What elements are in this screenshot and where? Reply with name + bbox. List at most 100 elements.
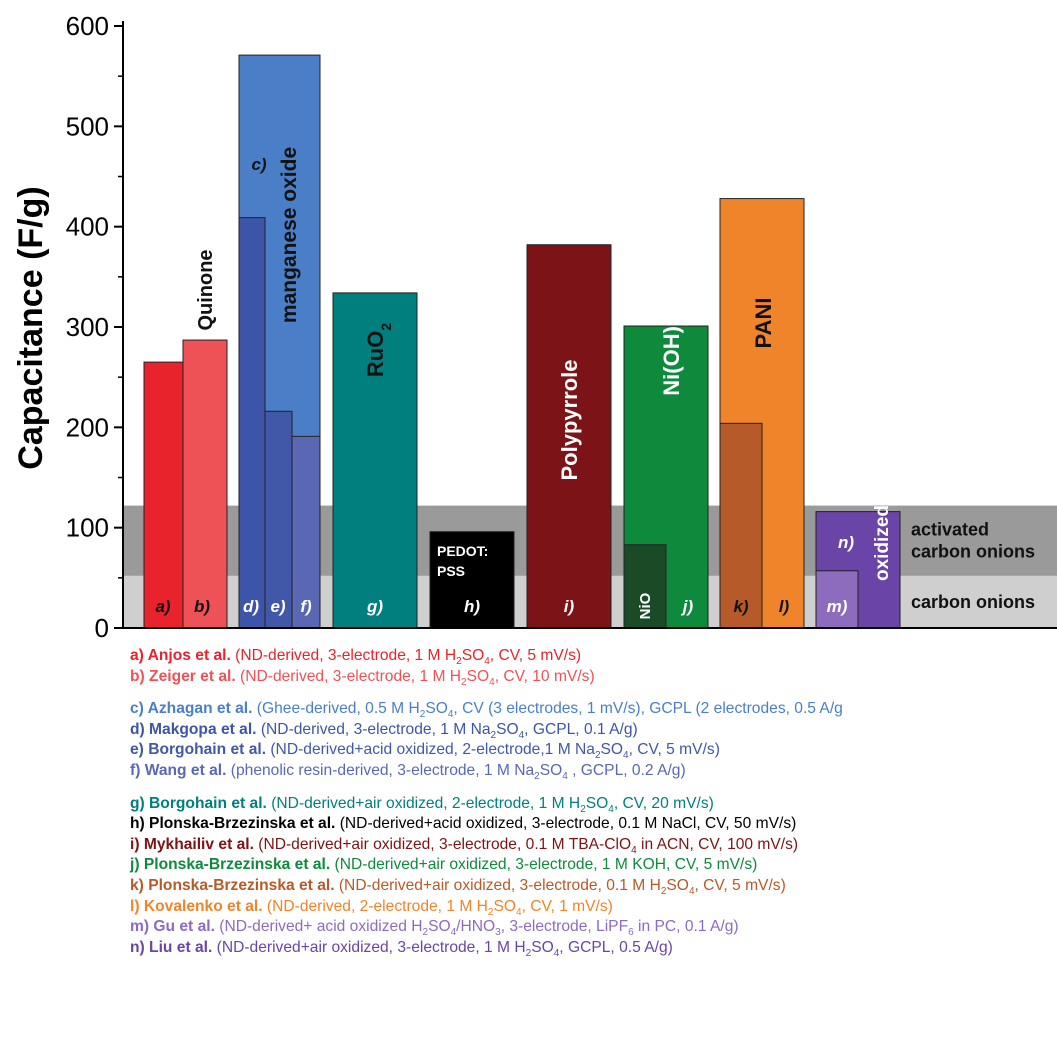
legend-text: 2 <box>594 750 601 762</box>
legend-entry: e) Borgohain et al. (ND-derived+acid oxi… <box>130 740 1055 761</box>
legend-text: SO <box>539 761 563 779</box>
legend-text: 4 <box>562 771 568 783</box>
group-name-1: manganese oxide <box>278 147 301 323</box>
legend-text: 4 <box>484 656 490 668</box>
legend-text: (ND-derived+air oxidized, 2-electrode, 1… <box>266 794 581 812</box>
legend-entry: g) Borgohain et al. (ND-derived+air oxid… <box>130 794 1055 815</box>
bar-nio <box>623 544 667 629</box>
legend-text: SO <box>466 667 490 685</box>
y-axis-label: Capacitance (F/g) <box>12 186 50 469</box>
group-name-3-0: PEDOT: <box>437 543 488 559</box>
legend-text: 2 <box>490 729 497 741</box>
legend-text: 4 <box>631 844 637 856</box>
legend-key: m) Gu et al. <box>130 918 215 936</box>
band-label: carbon onions <box>911 542 1035 562</box>
bar-label-e: e) <box>270 597 285 616</box>
legend-text: , GCPL, 0.5 A/g) <box>559 938 673 956</box>
legend-text: 2 <box>660 886 667 898</box>
bar-label-n: n) <box>838 533 854 552</box>
legend-text: 2 <box>580 803 586 815</box>
y-tick-label: 300 <box>66 312 109 342</box>
band-label: carbon onions <box>911 592 1035 612</box>
legend-entry: j) Plonska-Brzezinska et al. (ND-derived… <box>130 855 1055 876</box>
legend-text: 4 <box>450 927 457 939</box>
y-tick-label: 600 <box>66 11 109 41</box>
legend-key: h) Plonska-Brzezinska et al. <box>130 815 336 833</box>
bar-label-l: l) <box>779 597 790 616</box>
legend-text: 4 <box>518 729 525 741</box>
bar-d <box>238 217 266 629</box>
legend-text: (ND-derived+ acid oxidized H <box>214 918 423 936</box>
legend-text: (ND-derived+air oxidized, 3-electrode, 0… <box>334 876 661 894</box>
legend-text: 4 <box>623 750 629 762</box>
bar-m <box>815 570 859 629</box>
bar-label-f: f) <box>300 597 312 616</box>
legend-text: 6 <box>628 927 634 939</box>
bar-label-m: m) <box>827 597 848 616</box>
legend-text: 4 <box>688 886 695 898</box>
legend-text: 2 <box>456 656 462 668</box>
y-tick-label: 100 <box>66 513 109 543</box>
legend-text: (ND-derived, 3-electrode, 1 M H <box>235 667 462 685</box>
legend-key: d) Makgopa et al. <box>130 720 257 738</box>
bar-label-d: d) <box>243 597 259 616</box>
y-tick-label: 500 <box>66 111 109 141</box>
legend-text: , CV, 1 mV/s) <box>521 897 613 915</box>
legend-text: (ND-derived+acid oxidized, 2-electrode,1… <box>266 741 595 759</box>
legend-entry: f) Wang et al. (phenolic resin-derived, … <box>130 761 1055 782</box>
legend-text: 4 <box>489 676 495 688</box>
legend-text: (phenolic resin-derived, 3-electrode, 1 … <box>226 761 535 779</box>
legend-key: g) Borgohain et al. <box>130 794 267 812</box>
legend-key: b) Zeiger et al. <box>130 667 236 685</box>
legend-text: , GCPL, 0.1 A/g) <box>524 720 638 738</box>
legend-text: , CV (3 electrodes, 1 mV/s), GCPL (2 ele… <box>453 700 843 718</box>
legend-text: SO <box>425 700 448 718</box>
legend-text: , CV, 5 mV/s) <box>489 647 582 664</box>
legend-text: (ND-derived, 3-electrode, 1 M H <box>230 647 457 664</box>
legend-text: 4 <box>608 803 614 815</box>
legend-text: , CV, 20 mV/s) <box>613 794 714 812</box>
legend-text: , CV, 5 mV/s) <box>628 741 720 759</box>
legend-entry: m) Gu et al. (ND-derived+ acid oxidized … <box>130 917 1055 938</box>
legend-text: (ND-derived, 3-electrode, 1 M Na <box>256 720 491 738</box>
group-name-6: PANI <box>751 298 776 349</box>
legend-text: , CV, 10 mV/s) <box>494 667 595 685</box>
legend-text: (ND-derived+air oxidized, 3-electrode, 0… <box>253 835 632 853</box>
legend-key: l) Kovalenko et al. <box>130 897 263 915</box>
legend-text: 2 <box>487 906 494 918</box>
legend-text: SO <box>666 876 689 894</box>
legend-text: 4 <box>447 709 454 721</box>
legend-entry: n) Liu et al. (ND-derived+air oxidized, … <box>130 938 1055 959</box>
legend-text: 2 <box>461 676 467 688</box>
legend-text: (Ghee-derived, 0.5 M H <box>252 700 420 718</box>
bar-k <box>719 422 763 629</box>
bar-label-c: c) <box>251 155 266 174</box>
legend-text: 2 <box>525 947 532 959</box>
legend-text: (ND-derived, 2-electrode, 1 M H <box>262 897 488 915</box>
bar-a <box>143 361 184 629</box>
legend-text: SO <box>600 741 624 759</box>
bar-label-nio: NiO <box>637 592 654 619</box>
legend-text: SO <box>531 938 554 956</box>
legend-entry: k) Plonska-Brzezinska et al. (ND-derived… <box>130 876 1055 897</box>
legend-text: (ND-derived+acid oxidized, 3-electrode, … <box>335 815 797 833</box>
legend-gap <box>130 687 1055 699</box>
legend-text: in PC, 0.1 A/g) <box>633 918 739 936</box>
legend-key: n) Liu et al. <box>130 938 213 956</box>
legend-text: , 3-electrode, LiPF <box>500 918 629 936</box>
bar-label-j: j) <box>681 597 694 616</box>
legend-text: 2 <box>419 709 426 721</box>
bar-label-i: i) <box>564 597 575 616</box>
legend-entry: a) Anjos et al. (ND-derived, 3-electrode… <box>130 646 1055 667</box>
bar-label-k: k) <box>733 597 748 616</box>
bar-g <box>332 292 418 629</box>
legend-key: i) Mykhailiv et al. <box>130 835 254 853</box>
y-tick-label: 0 <box>95 613 109 640</box>
group-name-7: oxidized <box>872 505 893 581</box>
legend-key: f) Wang et al. <box>130 761 227 779</box>
legend-text: SO <box>585 794 609 812</box>
legend-gap <box>130 782 1055 794</box>
legend-key: j) Plonska-Brzezinska et al. <box>130 856 331 874</box>
bar-b <box>182 339 228 629</box>
